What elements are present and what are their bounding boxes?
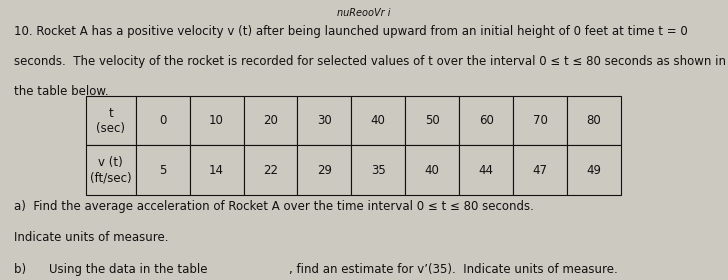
Text: Using the data in the table: Using the data in the table xyxy=(49,263,207,276)
Text: Indicate units of measure.: Indicate units of measure. xyxy=(15,230,169,244)
Text: the table below.: the table below. xyxy=(15,85,109,98)
Text: b): b) xyxy=(15,263,34,276)
Text: seconds.  The velocity of the rocket is recorded for selected values of t over t: seconds. The velocity of the rocket is r… xyxy=(15,55,727,68)
Text: a)  Find the average acceleration of Rocket A over the time interval 0 ≤ t ≤ 80 : a) Find the average acceleration of Rock… xyxy=(15,200,534,213)
Text: nuReooVr i: nuReooVr i xyxy=(337,8,391,18)
Text: 10. Rocket A has a positive velocity v (t) after being launched upward from an i: 10. Rocket A has a positive velocity v (… xyxy=(15,25,688,38)
Text: , find an estimate for v’(35).  Indicate units of measure.: , find an estimate for v’(35). Indicate … xyxy=(289,263,618,276)
